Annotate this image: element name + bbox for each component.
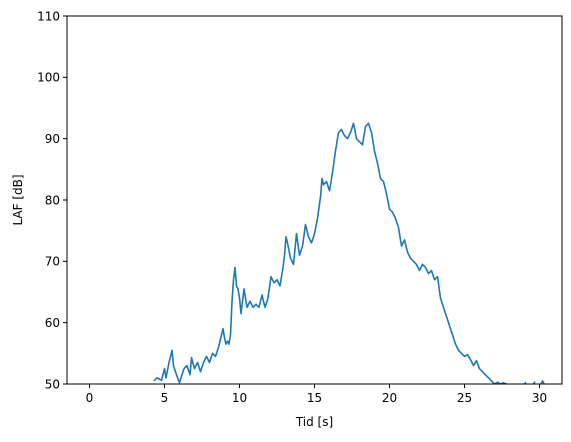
y-axis-label: LAF [dB] <box>11 174 25 225</box>
x-tick-label: 5 <box>161 391 169 405</box>
y-tick-label: 90 <box>45 132 60 146</box>
x-tick-label: 0 <box>86 391 94 405</box>
series-line-0 <box>153 122 507 384</box>
y-tick-label: 70 <box>45 255 60 269</box>
y-tick-label: 50 <box>45 377 60 391</box>
series-layer <box>153 122 545 384</box>
x-tick-label: 15 <box>307 391 322 405</box>
x-axis-label: Tid [s] <box>295 415 333 429</box>
x-tick-label: 10 <box>232 391 247 405</box>
plot-frame <box>66 15 563 385</box>
y-tick-label: 80 <box>45 193 60 207</box>
y-tick-label: 100 <box>37 71 60 85</box>
y-axis: 50 60 70 80 90 100 110 <box>37 9 67 391</box>
y-tick-label: 60 <box>45 316 60 330</box>
x-tick-label: 20 <box>382 391 397 405</box>
x-axis: 0 5 10 15 20 25 30 <box>86 384 547 405</box>
y-tick-label: 110 <box>37 9 60 23</box>
x-tick-label: 30 <box>532 391 547 405</box>
x-tick-label: 25 <box>457 391 472 405</box>
series-line-3 <box>540 380 545 384</box>
